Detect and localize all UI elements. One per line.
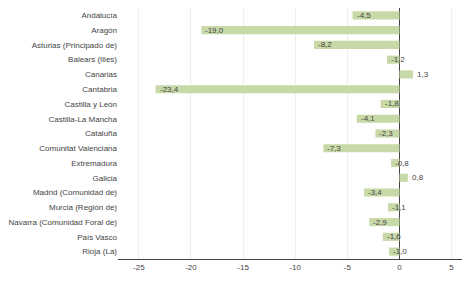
svg-text:-1,0: -1,0 — [393, 247, 407, 256]
svg-text:Comunitat Valenciana: Comunitat Valenciana — [39, 144, 117, 153]
svg-text:Aragón: Aragón — [91, 26, 117, 35]
svg-text:Madrid (Comunidad de): Madrid (Comunidad de) — [33, 188, 117, 197]
svg-text:Extremadura: Extremadura — [71, 159, 117, 168]
svg-text:Galicia: Galicia — [93, 174, 118, 183]
svg-text:0,8: 0,8 — [412, 173, 424, 182]
svg-text:-4,1: -4,1 — [361, 114, 375, 123]
svg-text:-2,3: -2,3 — [379, 129, 393, 138]
svg-text:-5: -5 — [344, 263, 352, 272]
svg-text:0: 0 — [397, 263, 402, 272]
svg-text:-1,8: -1,8 — [385, 99, 399, 108]
svg-text:-4,5: -4,5 — [357, 11, 371, 20]
svg-text:Balears (Illes): Balears (Illes) — [68, 55, 117, 64]
svg-text:-19,0: -19,0 — [205, 26, 224, 35]
svg-text:Rioja (La): Rioja (La) — [82, 247, 117, 256]
svg-text:Murcia (Región de): Murcia (Región de) — [49, 203, 117, 212]
svg-text:5: 5 — [449, 263, 454, 272]
svg-text:-1,6: -1,6 — [387, 232, 401, 241]
svg-text:-3,4: -3,4 — [368, 188, 382, 197]
svg-text:-20: -20 — [185, 263, 197, 272]
svg-text:-1,2: -1,2 — [391, 55, 405, 64]
svg-text:-0,8: -0,8 — [395, 159, 409, 168]
svg-text:1,3: 1,3 — [417, 70, 429, 79]
svg-text:-8,2: -8,2 — [318, 40, 332, 49]
svg-text:-1,1: -1,1 — [392, 203, 406, 212]
svg-text:Castilla y León: Castilla y León — [65, 100, 117, 109]
svg-text:Cataluña: Cataluña — [85, 129, 118, 138]
svg-text:Canarias: Canarias — [85, 70, 117, 79]
svg-text:-15: -15 — [237, 263, 249, 272]
svg-text:-2,9: -2,9 — [373, 218, 387, 227]
svg-text:-7,3: -7,3 — [327, 144, 341, 153]
svg-text:-25: -25 — [133, 263, 145, 272]
svg-text:-23,4: -23,4 — [160, 85, 179, 94]
svg-text:Asturias (Principado de): Asturias (Principado de) — [32, 41, 118, 50]
svg-text:Castilla-La Mancha: Castilla-La Mancha — [49, 115, 118, 124]
svg-text:País Vasco: País Vasco — [77, 233, 117, 242]
svg-text:Andalucía: Andalucía — [81, 11, 117, 20]
svg-text:Cantabria: Cantabria — [82, 85, 117, 94]
svg-text:-10: -10 — [289, 263, 301, 272]
svg-text:Navarra (Comunidad Foral de): Navarra (Comunidad Foral de) — [9, 218, 118, 227]
